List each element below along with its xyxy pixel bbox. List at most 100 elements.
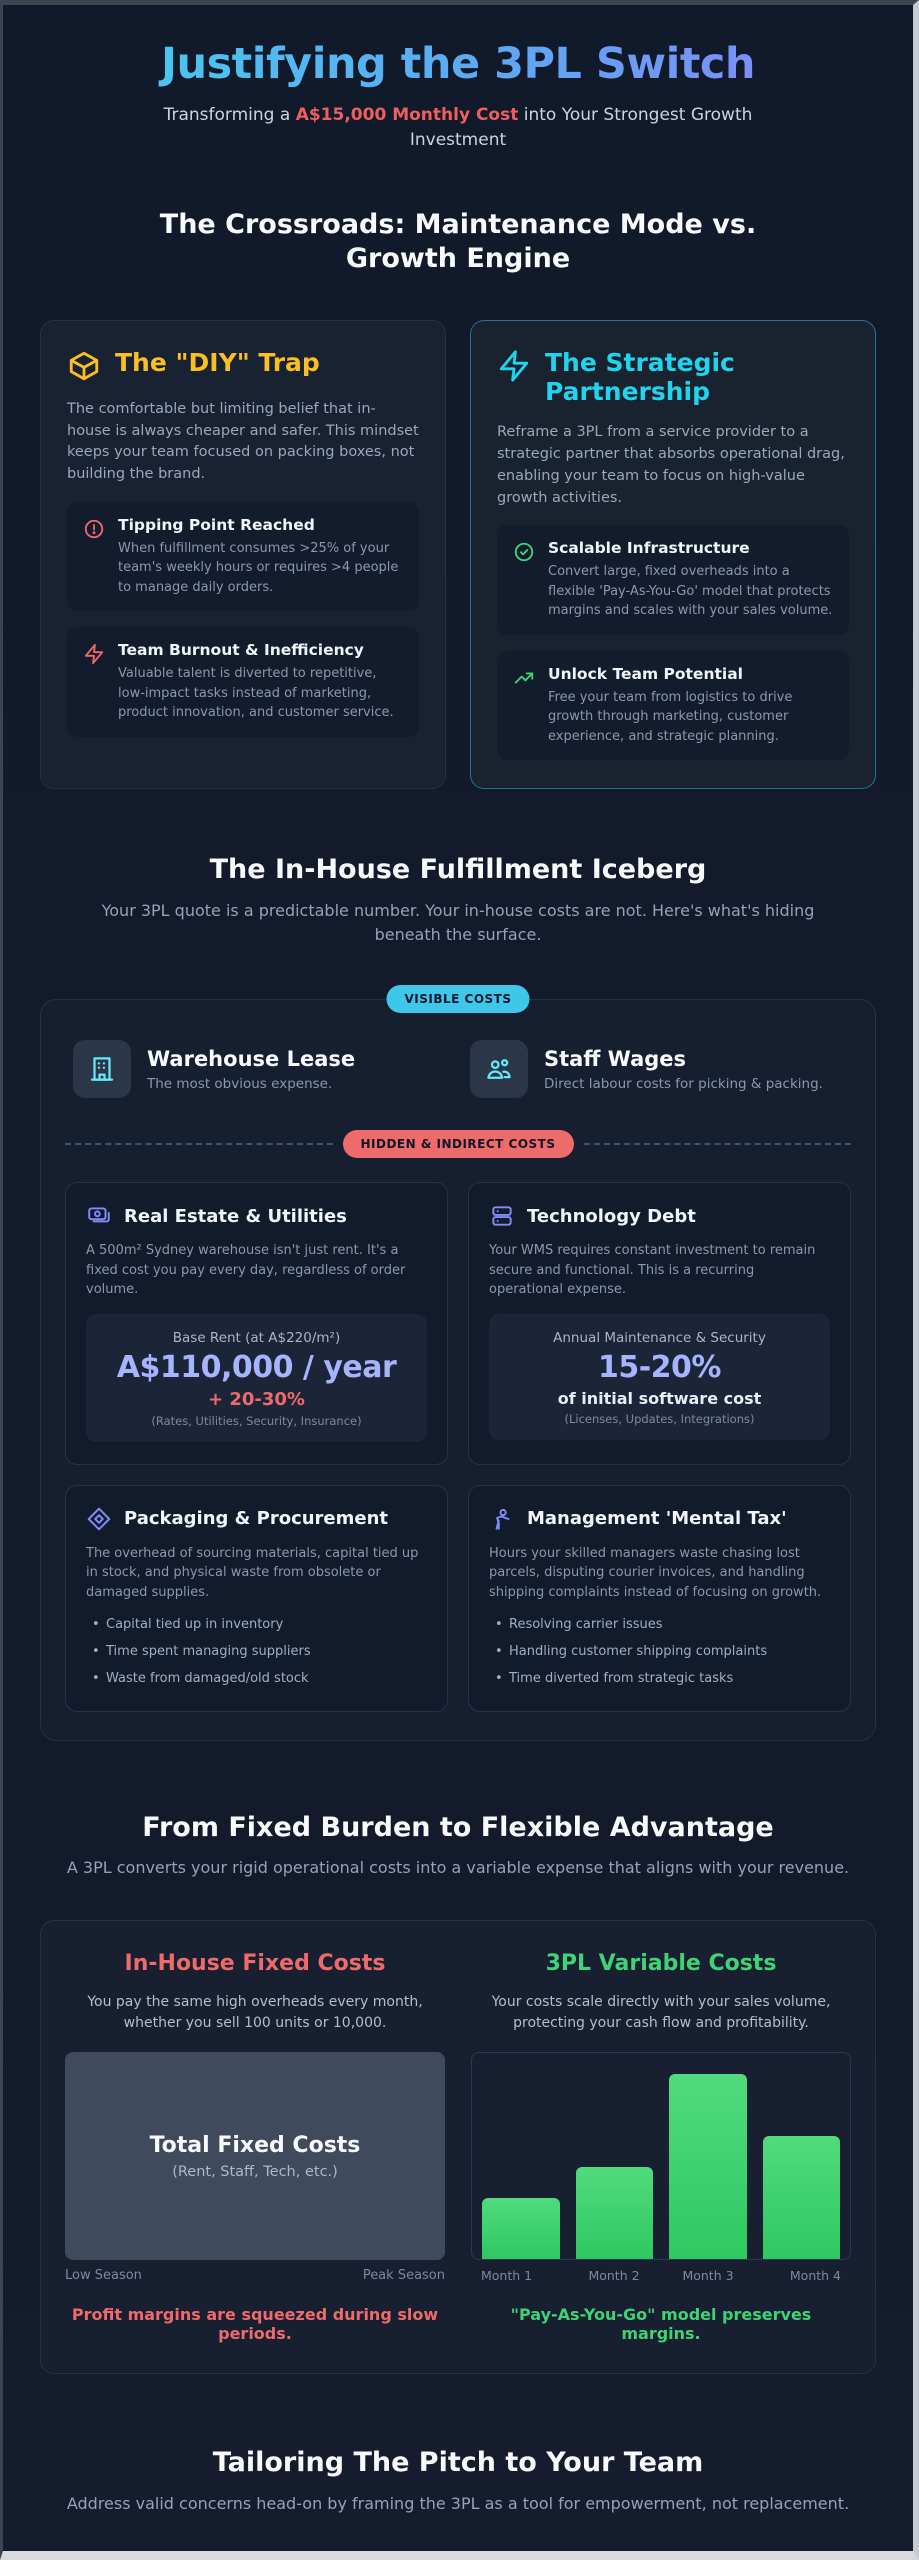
trending-up-icon bbox=[513, 667, 535, 689]
hero-subtitle-pre: Transforming a bbox=[163, 105, 296, 125]
crossroads-heading: The Crossroads: Maintenance Mode vs. Gro… bbox=[159, 209, 757, 275]
diy-trap-card: The "DIY" Trap The comfortable but limit… bbox=[40, 319, 446, 790]
partnership-card: The Strategic Partnership Reframe a 3PL … bbox=[470, 319, 876, 790]
hidden-card-title: Real Estate & Utilities bbox=[124, 1205, 347, 1227]
stat-label: Base Rent (at A$220/m²) bbox=[172, 1329, 341, 1346]
users-icon bbox=[470, 1040, 528, 1099]
hidden-card-description: A 500m² Sydney warehouse isn't just rent… bbox=[86, 1243, 406, 1298]
visible-cost-text: Direct labour costs for picking & packin… bbox=[544, 1075, 823, 1092]
stat-note: (Rates, Utilities, Security, Insurance) bbox=[151, 1413, 362, 1428]
fixed-costs-column: In-House Fixed Costs You pay the same hi… bbox=[65, 1951, 445, 2343]
partnership-description: Reframe a 3PL from a service provider to… bbox=[497, 424, 845, 506]
bar-month-4 bbox=[762, 2135, 840, 2260]
diy-point-title: Tipping Point Reached bbox=[118, 515, 315, 534]
hidden-card-real-estate: Real Estate & Utilities A 500m² Sydney w… bbox=[65, 1182, 448, 1465]
bullet-item: Handling customer shipping complaints bbox=[489, 1643, 830, 1662]
server-icon bbox=[489, 1203, 515, 1229]
management-bullets: Resolving carrier issues Handling custom… bbox=[489, 1616, 830, 1689]
bullet-item: Waste from damaged/old stock bbox=[86, 1670, 427, 1689]
hero-subtitle-highlight: A$15,000 Monthly Cost bbox=[295, 105, 519, 125]
bar-label: Month 3 bbox=[682, 2268, 734, 2284]
variable-costs-column: 3PL Variable Costs Your costs scale dire… bbox=[471, 1951, 851, 2343]
partnership-point-potential: Unlock Team Potential Free your team fro… bbox=[497, 650, 849, 761]
fixed-block-sub: (Rent, Staff, Tech, etc.) bbox=[172, 2163, 338, 2180]
stat-note: (Licenses, Updates, Integrations) bbox=[564, 1411, 755, 1426]
stat-extra: + 20-30% bbox=[208, 1388, 305, 1410]
variable-costs-bar-chart bbox=[471, 2052, 851, 2261]
partnership-point-text: Convert large, fixed overheads into a fl… bbox=[548, 564, 833, 619]
partnership-point-title: Unlock Team Potential bbox=[548, 664, 743, 683]
variable-costs-note: "Pay-As-You-Go" model preserves margins. bbox=[510, 2305, 812, 2344]
box-icon bbox=[86, 1506, 112, 1532]
alert-circle-icon bbox=[83, 518, 105, 540]
hero-subtitle-post: into Your Strongest Growth Investment bbox=[409, 105, 753, 150]
rent-stat-box: Base Rent (at A$220/m²) A$110,000 / year… bbox=[86, 1313, 427, 1442]
fixed-block-title: Total Fixed Costs bbox=[149, 2132, 361, 2158]
hero-section: Justifying the 3PL Switch Transforming a… bbox=[40, 5, 876, 152]
diy-point-tipping: Tipping Point Reached When fulfillment c… bbox=[67, 501, 419, 612]
flexible-heading: From Fixed Burden to Flexible Advantage bbox=[142, 1811, 774, 1843]
person-icon bbox=[489, 1506, 515, 1532]
partnership-point-infrastructure: Scalable Infrastructure Convert large, f… bbox=[497, 525, 849, 635]
diy-point-text: Valuable talent is diverted to repetitiv… bbox=[118, 666, 394, 721]
bullet-item: Time diverted from strategic tasks bbox=[489, 1670, 830, 1689]
bar-month-2 bbox=[575, 2166, 653, 2260]
hidden-costs-divider: HIDDEN & INDIRECT COSTS bbox=[65, 1130, 851, 1159]
visible-costs-badge: VISIBLE COSTS bbox=[386, 985, 530, 1014]
pitch-heading: Tailoring The Pitch to Your Team bbox=[212, 2447, 704, 2479]
bullet-item: Resolving carrier issues bbox=[489, 1616, 830, 1635]
hidden-card-management: Management 'Mental Tax' Hours your skill… bbox=[468, 1484, 851, 1712]
diy-point-burnout: Team Burnout & Inefficiency Valuable tal… bbox=[67, 627, 419, 737]
peak-season-label: Peak Season bbox=[362, 2268, 445, 2284]
banknotes-icon bbox=[86, 1203, 112, 1229]
bullet-item: Time spent managing suppliers bbox=[86, 1643, 427, 1662]
building-icon bbox=[73, 1040, 131, 1099]
fixed-costs-note: Profit margins are squeezed during slow … bbox=[71, 2305, 439, 2344]
stat-value: 15-20% bbox=[597, 1349, 722, 1385]
bar-chart-x-labels: Month 1 Month 2 Month 3 Month 4 bbox=[471, 2268, 851, 2283]
partnership-point-text: Free your team from logistics to drive g… bbox=[548, 689, 793, 744]
bar-label: Month 2 bbox=[588, 2268, 640, 2284]
stat-label: Annual Maintenance & Security bbox=[553, 1329, 766, 1346]
bullet-item: Capital tied up in inventory bbox=[86, 1616, 427, 1635]
bar-month-1 bbox=[482, 2197, 560, 2260]
check-circle-icon bbox=[513, 541, 535, 563]
hidden-card-packaging: Packaging & Procurement The overhead of … bbox=[65, 1484, 448, 1712]
bar-month-3 bbox=[669, 2073, 747, 2260]
pitch-section: Tailoring The Pitch to Your Team Address… bbox=[40, 2446, 876, 2551]
hidden-card-title: Technology Debt bbox=[527, 1205, 696, 1227]
variable-costs-title: 3PL Variable Costs bbox=[545, 1951, 777, 1977]
flexible-section: From Fixed Burden to Flexible Advantage … bbox=[40, 1811, 876, 2375]
iceberg-subheading: Your 3PL quote is a predictable number. … bbox=[101, 901, 815, 945]
fixed-costs-block: Total Fixed Costs (Rent, Staff, Tech, et… bbox=[65, 2052, 445, 2261]
hero-subtitle: Transforming a A$15,000 Monthly Cost int… bbox=[128, 103, 788, 152]
diy-trap-description: The comfortable but limiting belief that… bbox=[67, 400, 419, 483]
hidden-card-description: Hours your skilled managers waste chasin… bbox=[489, 1545, 822, 1600]
zap-icon bbox=[83, 643, 105, 665]
iceberg-card: VISIBLE COSTS Warehouse Lease The most o… bbox=[40, 985, 876, 1741]
hidden-card-title: Management 'Mental Tax' bbox=[527, 1508, 787, 1530]
visible-cost-title: Warehouse Lease bbox=[147, 1046, 356, 1071]
fixed-costs-title: In-House Fixed Costs bbox=[124, 1951, 386, 1977]
stat-sub: of initial software cost bbox=[557, 1388, 762, 1408]
visible-cost-title: Staff Wages bbox=[544, 1046, 687, 1071]
bar-label: Month 4 bbox=[789, 2268, 841, 2284]
pitch-subheading: Address valid concerns head-on by framin… bbox=[66, 2494, 850, 2514]
visible-cost-warehouse: Warehouse Lease The most obvious expense… bbox=[73, 1040, 446, 1099]
tech-stat-box: Annual Maintenance & Security 15-20% of … bbox=[489, 1313, 830, 1440]
low-season-label: Low Season bbox=[65, 2268, 142, 2284]
visible-cost-text: The most obvious expense. bbox=[147, 1075, 333, 1092]
hidden-card-technology: Technology Debt Your WMS requires consta… bbox=[468, 1182, 851, 1465]
variable-costs-text: Your costs scale directly with your sale… bbox=[491, 1994, 831, 2032]
visible-cost-wages: Staff Wages Direct labour costs for pick… bbox=[470, 1040, 843, 1099]
iceberg-section: The In-House Fulfillment Iceberg Your 3P… bbox=[40, 853, 876, 1741]
page-title: Justifying the 3PL Switch bbox=[40, 39, 876, 89]
crossroads-section: The Crossroads: Maintenance Mode vs. Gro… bbox=[40, 208, 876, 790]
diy-point-title: Team Burnout & Inefficiency bbox=[118, 641, 364, 660]
lightning-icon bbox=[497, 349, 531, 383]
flexible-subheading: A 3PL converts your rigid operational co… bbox=[66, 1858, 850, 1878]
package-icon bbox=[67, 349, 101, 383]
iceberg-heading: The In-House Fulfillment Iceberg bbox=[209, 854, 707, 886]
bar-label: Month 1 bbox=[481, 2268, 533, 2284]
hidden-card-description: Your WMS requires constant investment to… bbox=[489, 1243, 816, 1298]
